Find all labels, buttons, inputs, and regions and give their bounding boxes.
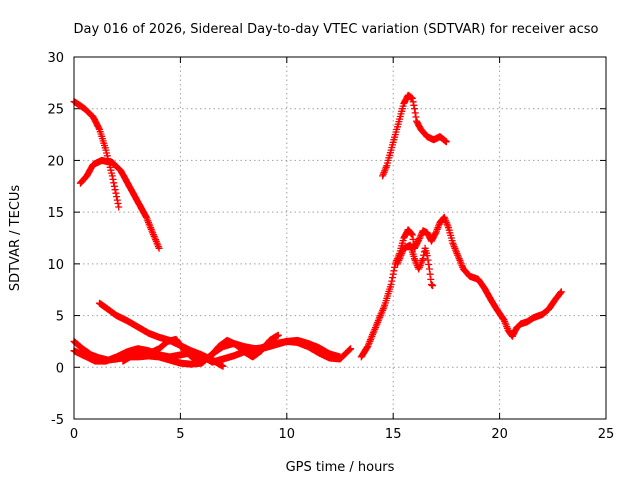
- y-tick-label: 30: [47, 51, 64, 66]
- x-axis-label: GPS time / hours: [286, 460, 395, 475]
- axis-ticks: 0 5 10 15 20 25 -5 0 5 10 15 20 25 30: [47, 51, 614, 442]
- series-points-track-2: [76, 156, 163, 252]
- y-tick-label: 20: [47, 154, 64, 169]
- y-tick-label: 5: [56, 310, 64, 325]
- x-tick-label: 25: [598, 427, 615, 442]
- chart-title: Day 016 of 2026, Sidereal Day-to-day VTE…: [74, 22, 599, 37]
- data-series-track-9: [379, 91, 450, 180]
- x-tick-label: 5: [176, 427, 184, 442]
- data-series-track-8: [394, 241, 437, 290]
- y-tick-label: 0: [56, 361, 64, 376]
- data-points: [70, 91, 565, 370]
- y-tick-label: 10: [47, 258, 64, 273]
- series-points-track-8: [394, 241, 437, 290]
- y-axis-label: SDTVAR / TECUs: [8, 185, 23, 292]
- x-tick-label: 10: [279, 427, 296, 442]
- data-series-track-1: [70, 98, 123, 211]
- series-points-track-7: [357, 213, 565, 361]
- grid-lines: [74, 57, 606, 419]
- x-tick-label: 0: [70, 427, 78, 442]
- x-tick-label: 20: [491, 427, 508, 442]
- data-series-track-2: [76, 156, 163, 252]
- y-tick-label: -5: [51, 413, 64, 428]
- y-tick-label: 15: [47, 206, 64, 221]
- x-tick-label: 15: [385, 427, 402, 442]
- data-series-track-7: [357, 213, 565, 361]
- series-points-track-6: [119, 331, 282, 366]
- plot-frame: [73, 56, 607, 420]
- y-tick-label: 25: [47, 103, 64, 118]
- series-points-track-9: [379, 91, 450, 180]
- data-series-track-6: [119, 331, 282, 366]
- series-points-track-1: [70, 98, 123, 211]
